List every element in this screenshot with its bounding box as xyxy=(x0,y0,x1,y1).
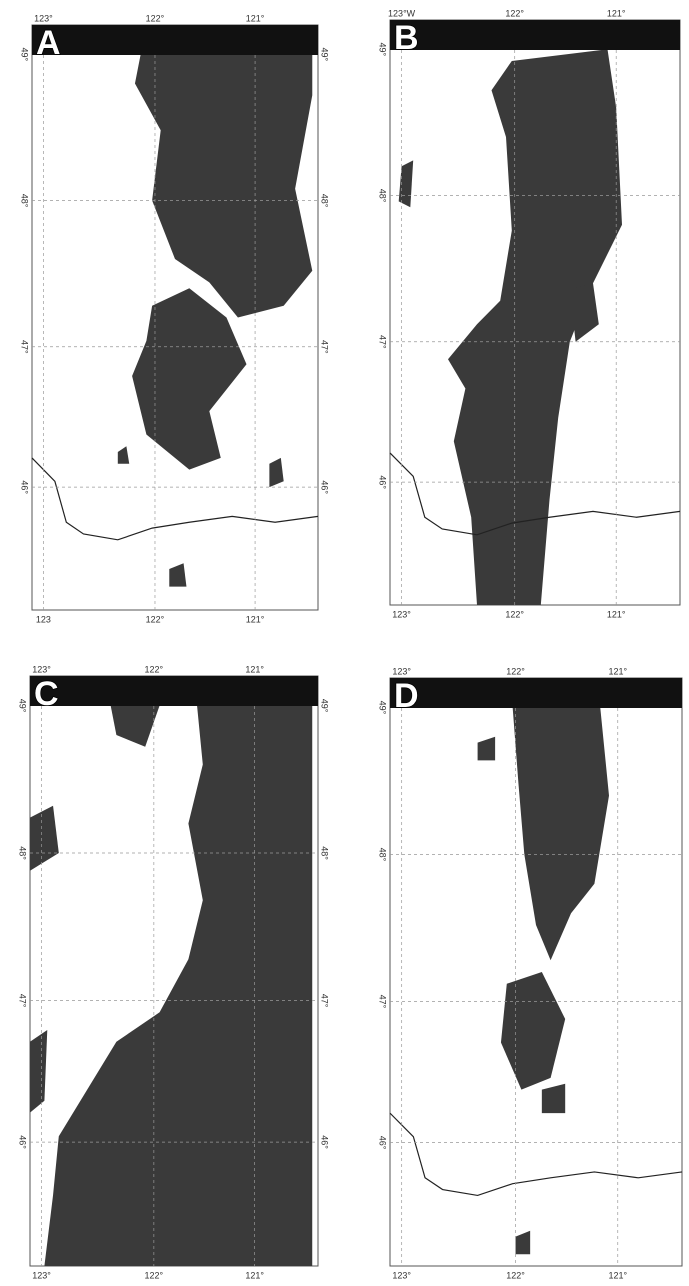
terrain xyxy=(134,54,313,318)
terrain xyxy=(132,288,247,470)
bottom-tick-label: 123° xyxy=(32,1270,51,1280)
left-tick-label: 46° xyxy=(18,1135,28,1149)
top-tick-label: 121° xyxy=(245,664,264,674)
terrain xyxy=(569,283,599,342)
top-tick-label: 121° xyxy=(246,13,265,23)
left-tick-label: 48° xyxy=(20,194,30,208)
top-tick-label: 121° xyxy=(608,666,627,676)
left-tick-label: 47° xyxy=(18,994,28,1008)
bottom-tick-label: 123° xyxy=(392,1270,411,1280)
right-tick-label: 49° xyxy=(320,47,330,61)
state-border xyxy=(31,457,319,541)
terrain xyxy=(169,563,187,587)
panel-label: C xyxy=(34,675,59,713)
right-tick-label: 46° xyxy=(320,480,330,494)
panel-label: D xyxy=(394,677,419,715)
terrain xyxy=(515,1230,531,1255)
terrain xyxy=(117,446,130,464)
bottom-tick-label: 123 xyxy=(36,614,51,624)
terrain xyxy=(30,1030,48,1113)
terrain xyxy=(30,805,59,871)
top-tick-label: 123°W xyxy=(388,8,416,18)
top-tick-label: 122° xyxy=(146,13,165,23)
left-tick-label: 47° xyxy=(20,340,30,354)
top-tick-label: 122° xyxy=(145,664,164,674)
left-tick-label: 48° xyxy=(18,846,28,860)
top-tick-label: 122° xyxy=(506,666,525,676)
bottom-tick-label: 121° xyxy=(245,1270,264,1280)
title-bar xyxy=(32,25,318,55)
right-tick-label: 47° xyxy=(320,340,330,354)
terrain xyxy=(44,705,313,1266)
bottom-tick-label: 121° xyxy=(246,614,265,624)
right-tick-label: 48° xyxy=(320,194,330,208)
bottom-tick-label: 122° xyxy=(145,1270,164,1280)
right-tick-label: 48° xyxy=(320,846,330,860)
bottom-tick-label: 121° xyxy=(608,1270,627,1280)
right-tick-label: 49° xyxy=(320,699,330,713)
left-tick-label: 46° xyxy=(378,475,388,489)
terrain xyxy=(512,707,609,961)
terrain xyxy=(269,457,284,488)
left-tick-label: 46° xyxy=(20,480,30,494)
state-border xyxy=(389,452,681,536)
left-tick-label: 49° xyxy=(378,42,388,56)
bottom-tick-label: 123° xyxy=(392,609,411,619)
left-tick-label: 46° xyxy=(378,1136,388,1150)
top-tick-label: 123° xyxy=(392,666,411,676)
left-tick-label: 47° xyxy=(378,335,388,349)
left-tick-label: 48° xyxy=(378,189,388,203)
top-tick-label: 121° xyxy=(607,8,626,18)
terrain xyxy=(541,1083,566,1114)
top-tick-label: 123° xyxy=(34,13,53,23)
top-tick-label: 123° xyxy=(32,664,51,674)
top-tick-label: 122° xyxy=(505,8,524,18)
terrain xyxy=(477,736,496,761)
panel-label: B xyxy=(394,19,419,57)
terrain xyxy=(448,49,622,605)
bottom-tick-label: 122° xyxy=(505,609,524,619)
right-tick-label: 47° xyxy=(320,994,330,1008)
left-tick-label: 49° xyxy=(378,701,388,715)
left-tick-label: 49° xyxy=(18,699,28,713)
bottom-tick-label: 122° xyxy=(146,614,165,624)
left-tick-label: 47° xyxy=(378,995,388,1009)
bottom-tick-label: 121° xyxy=(607,609,626,619)
state-border xyxy=(389,1112,683,1197)
title-bar xyxy=(30,676,318,706)
terrain xyxy=(110,705,160,747)
left-tick-label: 48° xyxy=(378,848,388,862)
title-bar xyxy=(390,678,682,708)
panel-label: A xyxy=(36,24,61,62)
left-tick-label: 49° xyxy=(20,47,30,61)
right-tick-label: 46° xyxy=(320,1135,330,1149)
title-bar xyxy=(390,20,680,50)
bottom-tick-label: 122° xyxy=(506,1270,525,1280)
